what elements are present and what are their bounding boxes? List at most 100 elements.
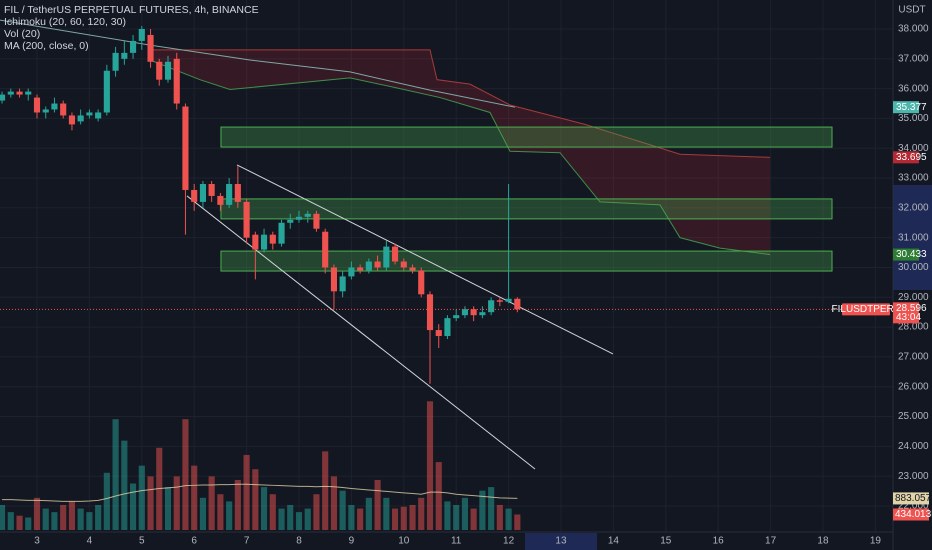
x-tick-label: 6 <box>191 536 197 547</box>
ichimoku-cloud <box>150 49 771 255</box>
volume-bar <box>103 472 110 530</box>
volume-bar <box>112 419 119 530</box>
volume-marker: 883.057K <box>895 493 932 504</box>
volume-bar <box>252 469 259 530</box>
volume-bar <box>217 494 224 530</box>
x-tick-label: 13 <box>555 536 567 547</box>
y-tick-label: 37.000 <box>898 53 929 64</box>
candle-body <box>0 94 6 101</box>
x-tick-label: 15 <box>660 536 672 547</box>
indicator: MA (200, close, 0) <box>4 40 89 52</box>
volume-bar <box>488 487 495 530</box>
y-unit: USDT <box>898 5 925 16</box>
volume-bar <box>418 497 425 530</box>
candle-body <box>103 70 110 113</box>
candle-body <box>86 112 93 116</box>
price-marker: 30.433 <box>896 249 927 260</box>
volume-bar <box>348 504 355 530</box>
trend-line <box>186 195 536 470</box>
span-a <box>149 59 771 256</box>
axis: 22.000 23.000 24.000 25.000 26.000 27.000 28.0… <box>34 24 932 547</box>
candle-body <box>243 201 250 238</box>
candle-body <box>418 270 425 295</box>
volume-bar <box>400 506 407 530</box>
y-tick-label: 23.000 <box>898 471 929 482</box>
candle-body <box>453 315 460 319</box>
volume-bar <box>409 504 416 530</box>
candle-body <box>348 267 355 277</box>
zone <box>220 250 833 272</box>
candle-body <box>391 246 399 262</box>
y-tick-label: 28.000 <box>898 322 929 333</box>
y-tick-label: 32.000 <box>898 202 929 213</box>
volume-marker-bg <box>893 508 929 521</box>
x-tick-label: 8 <box>296 536 302 547</box>
y-tick-label: 22.000 <box>898 501 929 512</box>
volume-bar <box>426 401 434 530</box>
volume-bar <box>95 504 102 530</box>
volume-bar <box>295 512 303 530</box>
candle-body <box>147 34 154 62</box>
volume-bar <box>444 501 451 530</box>
y-tick-label: 38.000 <box>898 24 929 35</box>
price-marker-bg <box>893 101 919 114</box>
price-marker: 33.695 <box>896 152 927 163</box>
x-tick-label: 11 <box>451 536 462 547</box>
volume-ma <box>2 483 518 502</box>
candle-body <box>444 318 451 337</box>
x-tick-label: 10 <box>398 536 410 547</box>
volume-bar <box>514 514 521 530</box>
volume-bar <box>60 504 67 530</box>
candle-body <box>129 40 137 53</box>
volume-bar <box>182 419 189 530</box>
price-marker: 35.377 <box>896 102 927 113</box>
price-marker-bg <box>893 151 919 164</box>
x-tick-label: 14 <box>608 536 620 547</box>
y-tick-label: 24.000 <box>898 441 929 452</box>
candle-body <box>313 213 320 229</box>
candle-body <box>470 309 477 316</box>
candle-body <box>330 267 338 292</box>
y-tick-label: 26.000 <box>898 381 929 392</box>
candle-body <box>226 184 233 205</box>
volume-bar <box>260 487 268 530</box>
candle-body <box>182 106 189 190</box>
x-tick-label: 12 <box>503 536 515 547</box>
volume-bar <box>322 451 329 530</box>
y-tick-label: 27.000 <box>898 352 929 363</box>
y-tick-label: 36.000 <box>898 83 929 94</box>
candle-body <box>435 330 442 337</box>
plot <box>0 19 893 530</box>
candle-body <box>77 115 84 122</box>
volume-bar <box>330 476 338 530</box>
price-label: 28.596 <box>896 303 927 314</box>
candle-body <box>42 109 49 113</box>
candle-body <box>173 58 180 104</box>
candle-body <box>269 234 276 244</box>
volume-bar <box>287 504 294 530</box>
y-tick-label: 34.000 <box>898 143 929 154</box>
candle-body <box>426 294 434 331</box>
candle-body <box>461 309 469 316</box>
candle-body <box>199 184 207 202</box>
volume-bar <box>33 497 41 530</box>
volume-bar <box>374 479 381 530</box>
volume-bar <box>173 476 180 530</box>
volume-bar <box>391 508 399 530</box>
zone <box>220 198 833 220</box>
trend-line <box>236 164 614 355</box>
volume-bar <box>234 479 241 530</box>
candle-body <box>33 97 41 113</box>
volume-bar <box>164 487 172 530</box>
symbol-label: FILUSDTPERP <box>832 304 901 315</box>
time-highlight <box>525 533 597 550</box>
x-tick-label: 17 <box>765 536 777 547</box>
y-tick-label: 29.000 <box>898 292 929 303</box>
volume-bar <box>7 512 14 530</box>
x-tick-label: 7 <box>244 536 250 547</box>
candle-body <box>121 52 128 59</box>
volume-bar <box>243 454 250 530</box>
candle-body <box>25 91 32 95</box>
volume-bar <box>470 508 477 530</box>
